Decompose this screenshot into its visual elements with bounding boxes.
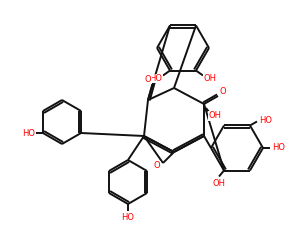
Text: HO: HO	[260, 116, 272, 125]
Text: OH: OH	[208, 111, 221, 121]
Text: O: O	[220, 88, 226, 96]
Text: OH: OH	[212, 179, 226, 188]
Text: HO: HO	[122, 212, 134, 222]
Text: OH: OH	[203, 74, 217, 83]
Text: O: O	[145, 74, 151, 84]
Text: O: O	[154, 161, 160, 171]
Text: HO: HO	[149, 74, 163, 83]
Text: HO: HO	[22, 128, 35, 138]
Text: HO: HO	[272, 143, 286, 153]
